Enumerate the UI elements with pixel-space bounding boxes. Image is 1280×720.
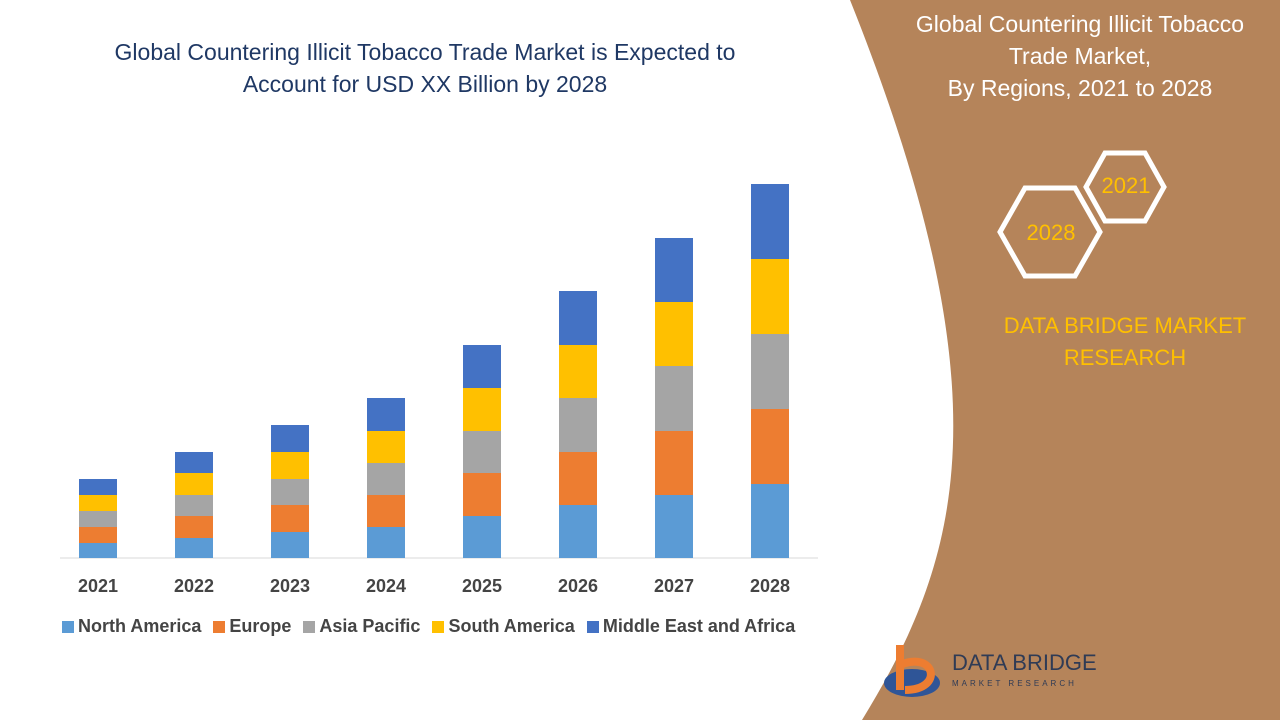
bar-segment	[463, 516, 501, 558]
bar-segment	[175, 538, 213, 558]
bar-segment	[271, 452, 309, 479]
legend-label: Asia Pacific	[319, 616, 421, 636]
bar-segment	[751, 409, 789, 484]
legend-swatch	[586, 620, 599, 633]
legend-label: South America	[448, 616, 575, 636]
hex-label: 2028	[1027, 220, 1076, 245]
bar-segment	[175, 473, 213, 495]
legend-swatch	[303, 620, 316, 633]
bar-segment	[751, 259, 789, 334]
x-tick-label: 2027	[654, 576, 694, 596]
legend-swatch	[62, 620, 74, 633]
bar-segment	[655, 302, 693, 366]
bar-segment	[559, 452, 597, 505]
bar-segment	[751, 484, 789, 558]
x-tick-label: 2021	[78, 576, 118, 596]
hexagon	[997, 185, 1103, 279]
bar-segment	[655, 238, 693, 302]
logo: DATA BRIDGE MARKET RESEARCH	[884, 645, 1097, 697]
panel-title-line: By Regions, 2021 to 2028	[947, 75, 1213, 101]
legend-label: North America	[78, 616, 202, 636]
hex-label: 2021	[1102, 173, 1151, 198]
bar-segment	[559, 291, 597, 345]
x-tick-label: 2026	[558, 576, 598, 596]
logo-name: DATA BRIDGE	[952, 650, 1097, 675]
bar-segment	[79, 479, 117, 495]
legend-label: Middle East and Africa	[602, 616, 796, 636]
x-tick-label: 2028	[750, 576, 790, 596]
legend-item: Asia Pacific	[303, 616, 420, 637]
x-tick-label: 2022	[174, 576, 214, 596]
legend-item: North America	[62, 616, 201, 637]
bar-segment	[463, 431, 501, 473]
bar-segment	[655, 495, 693, 558]
bar-segment	[559, 398, 597, 452]
bar-segment	[463, 473, 501, 516]
side-panel	[850, 0, 1280, 720]
legend-item: South America	[432, 616, 575, 637]
panel-title-line: Global Countering Illicit Tobacco	[915, 11, 1245, 37]
bar-segment	[367, 398, 405, 431]
logo-mark	[896, 645, 935, 694]
bar-segment	[175, 452, 213, 473]
bar-segment	[367, 527, 405, 558]
bar-segment	[271, 425, 309, 452]
bar-segment	[79, 495, 117, 511]
bar-segment	[79, 543, 117, 558]
chart-title: Global Countering Illicit Tobacco Trade …	[114, 39, 736, 97]
bar-segment	[79, 527, 117, 543]
bar-segment	[367, 463, 405, 495]
bar-segment	[559, 505, 597, 558]
logo-tagline: MARKET RESEARCH	[952, 679, 1077, 688]
bar-segment	[175, 516, 213, 538]
brand: DATA BRIDGE MARKET RESEARCH	[1003, 313, 1247, 370]
legend-swatch	[213, 620, 226, 633]
bar-segment	[463, 345, 501, 388]
legend-item: Europe	[213, 616, 291, 637]
bar-segment	[271, 479, 309, 505]
legend-item: Middle East and Africa	[586, 616, 796, 637]
panel-title-line: Trade Market,	[1008, 43, 1152, 69]
legend-label: Europe	[229, 616, 292, 636]
legend: North America Europe Asia Pacific South Ame…	[62, 616, 795, 637]
legend-swatch	[432, 620, 445, 633]
bar-segment	[175, 495, 213, 516]
bar-segment	[751, 184, 789, 259]
bar-segment	[367, 495, 405, 527]
bar-segment	[271, 505, 309, 532]
bar-segment	[655, 366, 693, 431]
bar-segment	[559, 345, 597, 398]
hexagon	[1083, 150, 1167, 224]
x-tick-label: 2024	[366, 576, 406, 596]
bar-segment	[79, 511, 117, 527]
bar-segment	[463, 388, 501, 431]
panel-title: Global Countering Illicit Tobacco Trade M…	[880, 8, 1280, 104]
bar-segment	[655, 431, 693, 495]
bar-segment	[271, 532, 309, 558]
x-tick-label: 2023	[270, 576, 310, 596]
x-tick-label: 2025	[462, 576, 502, 596]
bar-segment	[367, 431, 405, 463]
bar-segment	[751, 334, 789, 409]
